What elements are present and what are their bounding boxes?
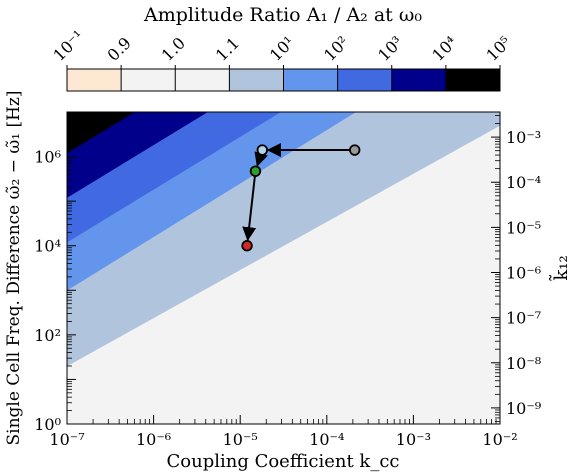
- y-axis-ticks: 10⁰ 10² 10⁴ 10⁶: [34, 113, 76, 434]
- x-tick-label: 10⁻⁴: [309, 430, 344, 449]
- trajectory: [241, 143, 361, 252]
- trajectory-point: [349, 144, 361, 156]
- trajectory-arrow: [242, 171, 257, 242]
- colorbar-cell: [445, 69, 500, 91]
- colorbar-tick-label: 0.9: [104, 33, 135, 64]
- right-tick-label: 10⁻³: [506, 128, 541, 147]
- trajectory-point: [241, 240, 253, 252]
- x-axis-label: Coupling Coefficient k_cc: [167, 451, 400, 472]
- colorbar-cell: [67, 69, 122, 91]
- colorbar-tick-label: 10²: [320, 32, 352, 64]
- right-tick-label: 10⁻⁶: [506, 264, 541, 283]
- right-axis-ticks: 10⁻⁹ 10⁻⁸ 10⁻⁷ 10⁻⁶ 10⁻⁵ 10⁻⁴ 10⁻³: [491, 115, 542, 422]
- right-tick-label: 10⁻⁴: [506, 173, 541, 192]
- trajectory-point: [249, 165, 262, 177]
- x-tick-label: 10⁻⁶: [136, 430, 171, 449]
- colorbar-tick-label: 1.1: [212, 33, 243, 64]
- colorbar-cell: [175, 69, 230, 91]
- colorbar-title: Amplitude Ratio A₁ / A₂ at ω₀: [143, 4, 422, 26]
- contour-regions: [67, 112, 500, 367]
- right-tick-label: 10⁻⁹: [506, 399, 542, 418]
- y-axis-label: Single Cell Freq. Difference ω̃₂ − ω̃₁ […: [4, 90, 24, 445]
- colorbar-cell: [229, 69, 284, 91]
- trajectory-point: [256, 144, 269, 156]
- right-axis-label: k̃₁₂: [549, 255, 572, 281]
- colorbar-tick-label: 10⁴: [428, 32, 460, 64]
- colorbar-cell: [391, 69, 446, 91]
- contour-region: [67, 112, 135, 154]
- colorbar-tick-label: 10⁻¹: [49, 26, 87, 64]
- colorbar-tick-label: 10³: [374, 32, 406, 64]
- contour-region: [67, 112, 208, 198]
- colorbar-tick-label: 1.0: [158, 33, 189, 64]
- colorbar: [66, 68, 501, 92]
- colorbar-cell: [337, 69, 392, 91]
- y-tick-label: 10²: [34, 326, 61, 345]
- colorbar-cell: [121, 69, 176, 91]
- x-tick-label: 10⁻³: [396, 430, 431, 449]
- plot-frame: [66, 111, 501, 425]
- y-tick-label: 10⁶: [34, 148, 61, 167]
- colorbar-frame: [66, 68, 501, 92]
- y-tick-label: 10⁴: [34, 237, 61, 256]
- right-tick-label: 10⁻⁸: [506, 354, 541, 373]
- colorbar-tick-labels: 10⁻¹ 0.9 1.0 1.1 10¹ 10² 10³ 10⁴ 10⁵: [49, 26, 515, 69]
- colorbar-tick-label: 10⁵: [482, 32, 514, 64]
- y-tick-label: 10⁰: [34, 415, 61, 434]
- right-tick-label: 10⁻⁵: [506, 218, 541, 237]
- x-axis-ticks: 10⁻⁷ 10⁻⁶ 10⁻⁵ 10⁻⁴ 10⁻³ 10⁻²: [49, 415, 518, 449]
- right-tick-label: 10⁻⁷: [506, 309, 541, 328]
- x-tick-label: 10⁻⁷: [49, 430, 84, 449]
- x-tick-label: 10⁻⁵: [223, 430, 258, 449]
- colorbar-tick-label: 10¹: [266, 32, 298, 64]
- x-tick-label: 10⁻²: [482, 430, 517, 449]
- colorbar-cell: [283, 69, 338, 91]
